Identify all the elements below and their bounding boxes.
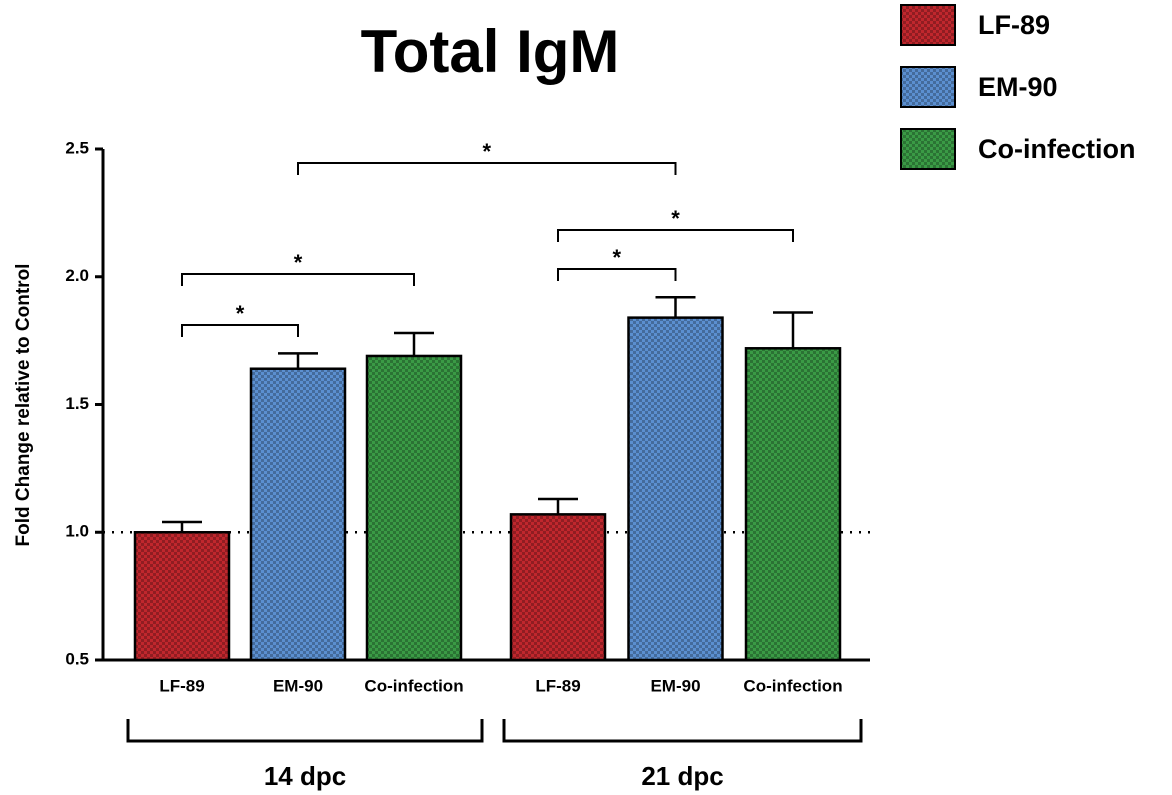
bar — [509, 513, 607, 662]
significance-label: * — [236, 301, 245, 326]
group-bracket — [502, 719, 863, 743]
legend-label: Co-infection — [978, 134, 1135, 164]
x-tick-label: Co-infection — [743, 676, 842, 695]
legend-swatch — [900, 4, 956, 46]
legend-swatch — [900, 128, 956, 170]
group-label: 14 dpc — [264, 761, 346, 791]
significance-bracket — [297, 162, 677, 175]
legend-label: LF-89 — [978, 10, 1050, 40]
y-axis-label: Fold Change relative to Control — [13, 264, 34, 547]
significance-bracket — [181, 324, 299, 337]
bar — [249, 367, 347, 662]
significance-bracket — [557, 229, 794, 242]
y-tick-label: 1.5 — [65, 394, 89, 413]
bar — [133, 531, 231, 662]
x-tick-label: EM-90 — [273, 676, 323, 695]
bar — [744, 347, 842, 662]
bar — [365, 354, 463, 662]
x-tick-label: LF-89 — [535, 676, 580, 695]
significance-label: * — [671, 206, 680, 231]
x-tick-label: LF-89 — [159, 676, 204, 695]
significance-bracket — [557, 268, 677, 281]
y-tick-label: 1.0 — [65, 522, 89, 541]
x-tick-label: EM-90 — [650, 676, 700, 695]
significance-label: * — [482, 139, 491, 164]
chart-title: Total IgM — [361, 18, 620, 85]
significance-bracket — [181, 273, 415, 286]
y-tick-label: 2.0 — [65, 266, 89, 285]
legend-label: EM-90 — [978, 72, 1058, 102]
y-tick-label: 0.5 — [65, 649, 89, 668]
group-bracket — [126, 719, 484, 743]
significance-label: * — [612, 245, 621, 270]
y-tick-label: 2.5 — [65, 138, 89, 157]
legend-swatch — [900, 66, 956, 108]
bar — [627, 316, 724, 662]
significance-label: * — [294, 250, 303, 275]
x-tick-label: Co-infection — [364, 676, 463, 695]
group-label: 21 dpc — [641, 761, 723, 791]
